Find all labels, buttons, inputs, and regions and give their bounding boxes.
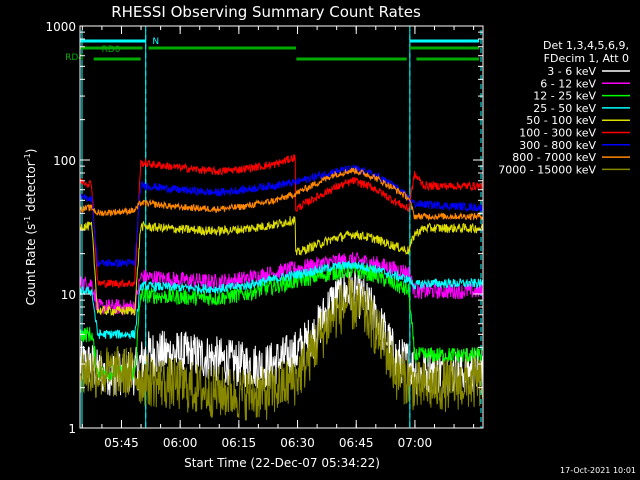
series-line-7 — [80, 167, 483, 222]
y-tick-label-3: 1000 — [45, 20, 76, 34]
legend-label-6: 300 - 800 keV — [519, 139, 596, 152]
legend-label-0: 3 - 6 keV — [547, 65, 596, 78]
x-tick-label-3: 06:30 — [280, 436, 315, 450]
legend-label-4: 50 - 100 keV — [526, 114, 596, 127]
flag-bars: N RD0 RD4 — [65, 37, 480, 63]
legend-label-2: 12 - 25 keV — [533, 90, 596, 103]
x-tick-label-1: 06:00 — [163, 436, 198, 450]
plot-frame — [79, 25, 484, 429]
x-ticks: 05:45 06:00 06:15 06:30 06:45 07:00 — [81, 26, 475, 450]
series-line-6 — [80, 164, 483, 269]
flag-label-rd4: RD4 — [65, 53, 84, 63]
chart-title: RHESSI Observing Summary Count Rates — [111, 3, 421, 21]
x-tick-label-5: 07:00 — [398, 436, 433, 450]
series-layer — [80, 154, 483, 421]
legend-label-1: 6 - 12 keV — [540, 77, 596, 90]
legend-label-8: 7000 - 15000 keV — [498, 163, 596, 176]
y-ticks: 1 10 100 1000 — [45, 20, 483, 436]
series-line-2 — [80, 263, 483, 381]
x-tick-label-2: 06:15 — [222, 436, 257, 450]
y-tick-label-1: 10 — [61, 288, 76, 302]
x-axis-label: Start Time (22-Dec-07 05:34:22) — [184, 456, 380, 470]
series-line-8 — [80, 275, 483, 421]
series-line-4 — [80, 216, 483, 317]
y-tick-label-2: 100 — [53, 154, 76, 168]
flag-label-rd0: RD0 — [102, 45, 121, 55]
legend-label-3: 25 - 50 keV — [533, 102, 596, 115]
flag-label-n: N — [152, 37, 159, 47]
series-line-3 — [80, 261, 483, 339]
series-line-1 — [80, 252, 483, 317]
series-line-5 — [80, 154, 483, 290]
y-axis-label: Count Rate (s-1 detector-1) — [23, 149, 38, 306]
y-tick-label-0: 1 — [68, 422, 76, 436]
x-tick-label-0: 05:45 — [104, 436, 139, 450]
generation-timestamp: 17-Oct-2021 10:01 — [560, 466, 636, 475]
x-tick-label-4: 06:45 — [339, 436, 374, 450]
legend-label-7: 800 - 7000 keV — [512, 151, 596, 164]
legend-header-line-2: FDecim 1, Att 0 — [544, 52, 629, 65]
legend: Det 1,3,4,5,6,9, FDecim 1, Att 0 3 - 6 k… — [498, 39, 630, 176]
legend-header-line-1: Det 1,3,4,5,6,9, — [543, 39, 629, 52]
legend-label-5: 100 - 300 keV — [519, 127, 596, 140]
